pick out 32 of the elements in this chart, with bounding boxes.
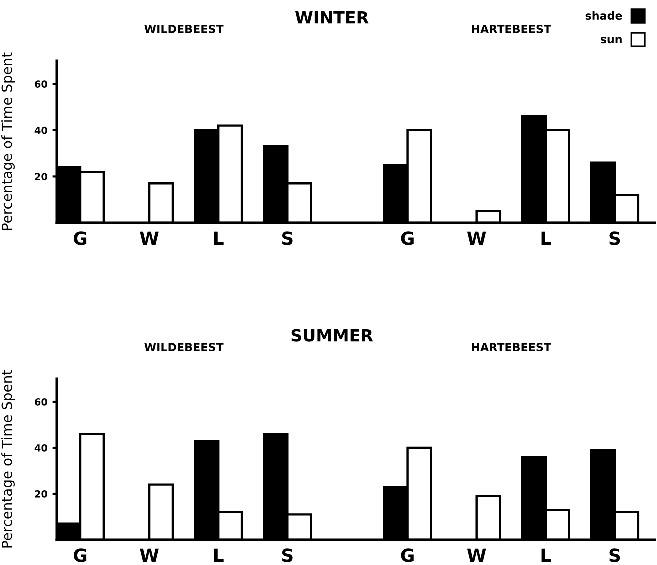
x-tick-label: L (214, 232, 224, 246)
x-tick-label: W (467, 232, 486, 246)
x-tick-label: L (542, 232, 552, 246)
y-axis-title: Percentage of Time Spent (2, 52, 15, 230)
x-tick-label: S (282, 548, 293, 562)
y-axis-title: Percentage of Time Spent (2, 370, 15, 548)
text: HARTEBEEST (472, 343, 552, 352)
y-tick-label: 60 (35, 80, 48, 88)
x-tick-label: G (401, 548, 414, 562)
x-tick-label: S (610, 232, 620, 246)
legend-label: shade (586, 11, 622, 20)
y-tick-label: 60 (35, 398, 48, 406)
x-tick-label: W (140, 232, 159, 246)
x-tick-label: G (74, 548, 87, 562)
x-tick-label: L (542, 548, 552, 562)
y-tick-label: 20 (35, 490, 48, 498)
y-tick-label: 20 (35, 173, 48, 181)
text: WILDEBEEST (144, 24, 224, 34)
chart-title: WINTER (296, 11, 369, 24)
y-tick-label: 40 (34, 126, 48, 134)
legend-label: sun (600, 37, 622, 44)
x-tick-label: S (610, 548, 620, 562)
x-tick-label: G (74, 232, 87, 246)
text: WILDEBEEST (144, 343, 224, 352)
x-tick-label: G (401, 232, 414, 246)
x-tick-label: L (214, 548, 224, 562)
y-tick-label: 40 (34, 444, 48, 452)
text: HARTEBEEST (472, 24, 552, 34)
x-tick-label: W (467, 548, 486, 562)
chart-title: SUMMER (292, 329, 374, 342)
x-tick-label: W (140, 548, 159, 562)
x-tick-label: S (282, 232, 293, 246)
